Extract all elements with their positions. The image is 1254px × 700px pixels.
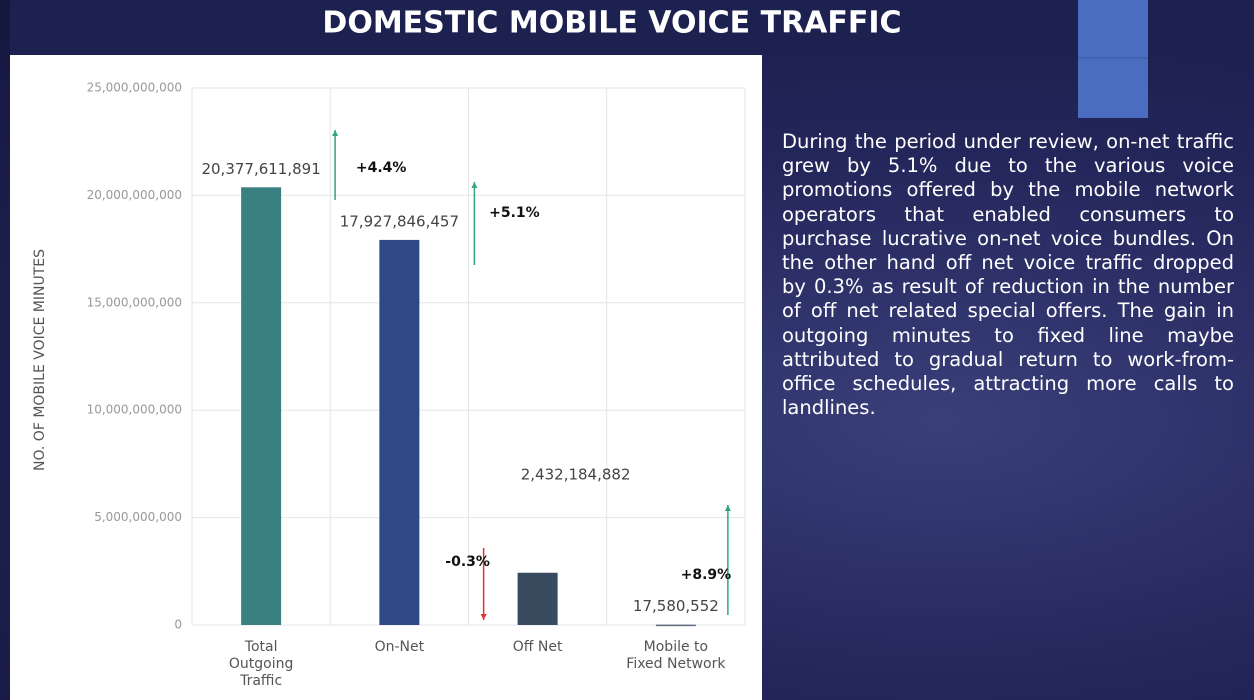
change-label: +8.9% — [681, 567, 732, 583]
value-label: 2,432,184,882 — [521, 465, 631, 483]
change-label: -0.3% — [445, 554, 490, 570]
bar — [379, 239, 420, 625]
bar — [241, 187, 282, 626]
change-arrowhead — [471, 182, 478, 188]
bar — [517, 572, 558, 625]
change-arrowhead — [480, 614, 487, 620]
y-tick-label: 15,000,000,000 — [87, 295, 182, 309]
body-text: During the period under review, on-net t… — [782, 130, 1234, 420]
x-tick-label: Off Net — [513, 639, 563, 655]
value-label: 20,377,611,891 — [201, 160, 320, 178]
y-tick-label: 25,000,000,000 — [87, 81, 182, 95]
y-tick-label: 20,000,000,000 — [87, 188, 182, 202]
x-tick-label: On-Net — [375, 639, 425, 655]
chart-title: DOMESTIC MOBILE VOICE TRAFFIC — [322, 6, 901, 41]
bar — [655, 624, 696, 627]
decoration — [1078, 0, 1148, 118]
y-axis-label: NO. OF MOBILE VOICE MINUTES — [32, 249, 48, 471]
title-bar — [10, 0, 1254, 55]
y-tick-label: 10,000,000,000 — [87, 403, 182, 417]
x-tick-label: Total Outgoing Traffic — [229, 639, 293, 689]
change-arrowhead — [724, 505, 731, 511]
y-tick-label: 0 — [174, 618, 182, 632]
value-label: 17,580,552 — [633, 597, 719, 615]
value-label: 17,927,846,457 — [340, 212, 459, 230]
y-tick-label: 5,000,000,000 — [94, 510, 182, 524]
change-label: +4.4% — [356, 160, 407, 176]
change-label: +5.1% — [489, 205, 540, 221]
x-tick-label: Mobile to Fixed Network — [626, 639, 726, 672]
change-arrowhead — [332, 130, 339, 136]
